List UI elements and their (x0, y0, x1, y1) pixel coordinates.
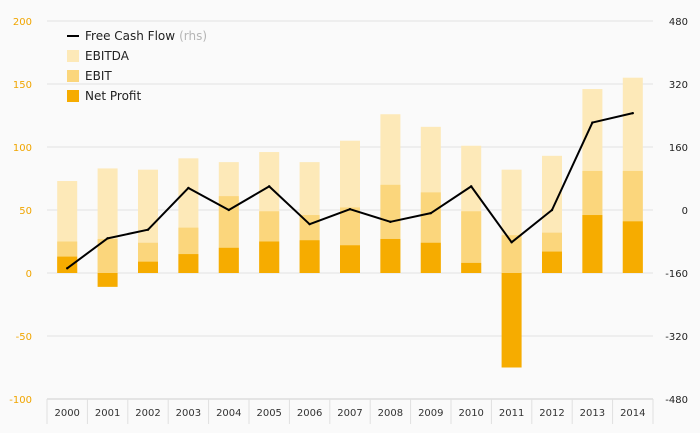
bar-ebit-2010 (461, 211, 482, 273)
legend-swatch-ebitda (67, 50, 79, 62)
y-left-tick-label: 200 (13, 17, 32, 28)
free-cash-flow-point-2012 (550, 208, 554, 212)
free-cash-flow-point-2014 (631, 111, 634, 115)
y-left-tick-label: -100 (9, 395, 32, 406)
y-left-tick-label: 100 (13, 143, 32, 154)
x-tick-label-2010: 2010 (458, 408, 483, 419)
free-cash-flow-point-2001 (106, 237, 109, 240)
free-cash-flow-point-2007 (348, 208, 352, 211)
legend-swatch-ebit (67, 70, 79, 82)
y-right-tick-label: -160 (665, 269, 688, 280)
bar-ebit-2011 (501, 235, 522, 273)
bar-net-profit-2006 (299, 240, 320, 273)
free-cash-flow-point-2011 (510, 241, 513, 244)
bar-ebit-2001 (97, 238, 118, 273)
x-tick-label-2001: 2001 (95, 408, 120, 419)
legend-swatch-net-profit (67, 90, 79, 102)
y-left-tick-label: 50 (19, 206, 32, 217)
bar-net-profit-2013 (582, 215, 603, 273)
bar-net-profit-2003 (178, 254, 199, 273)
legend-name: EBITDA (85, 49, 130, 63)
bar-net-profit-2004 (218, 247, 239, 273)
bars (57, 77, 643, 368)
free-cash-flow-point-2010 (470, 185, 473, 188)
y-right-tick-label: 480 (669, 17, 688, 28)
free-cash-flow-point-2005 (268, 185, 271, 188)
free-cash-flow-point-2006 (308, 222, 311, 226)
y-right-tick-label: 0 (682, 206, 688, 217)
y-right-tick-label: -480 (665, 395, 688, 406)
free-cash-flow-point-2003 (187, 186, 190, 190)
legend-label-free-cash-flow: Free Cash Flow (rhs) (85, 29, 207, 43)
x-tick-label-2003: 2003 (176, 408, 201, 419)
x-tick-label-2006: 2006 (297, 408, 322, 419)
y-left-tick-label: -50 (16, 332, 32, 343)
y-left-tick-label: 150 (13, 80, 32, 91)
bar-net-profit-2012 (542, 251, 562, 273)
free-cash-flow-point-2002 (146, 228, 150, 231)
x-tick-label-2002: 2002 (135, 408, 160, 419)
bar-net-profit-2008 (380, 238, 401, 273)
legend-label-ebit: EBIT (85, 69, 112, 83)
legend-label-ebitda: EBITDA (85, 49, 130, 63)
free-cash-flow-point-2000 (66, 267, 69, 270)
x-tick-label-2008: 2008 (378, 408, 403, 419)
bar-net-profit-2000 (57, 256, 78, 273)
legend-rhs-note: (rhs) (179, 29, 207, 43)
y-right-tick-label: 320 (669, 80, 688, 91)
y-left-tick-label: 0 (26, 269, 32, 280)
bar-net-profit-2005 (259, 241, 280, 273)
x-tick-label-2005: 2005 (256, 408, 281, 419)
free-cash-flow-point-2009 (429, 211, 432, 215)
bar-net-profit-2007 (340, 245, 360, 273)
x-tick-label-2007: 2007 (337, 408, 362, 419)
x-tick-label-2004: 2004 (216, 408, 241, 419)
legend-name: Net Profit (85, 89, 141, 103)
free-cash-flow-point-2008 (389, 220, 392, 224)
free-cash-flow-point-2004 (227, 208, 230, 212)
free-cash-flow-line-group (66, 111, 634, 270)
x-tick-label-2012: 2012 (539, 408, 564, 419)
x-tick-label-2000: 2000 (54, 408, 79, 419)
bar-net-profit-2001 (97, 273, 118, 287)
bar-net-profit-2011 (501, 273, 522, 368)
x-tick-label-2013: 2013 (580, 408, 605, 419)
bar-net-profit-2009 (420, 242, 441, 273)
y-right-tick-label: -320 (665, 332, 688, 343)
free-cash-flow-point-2013 (591, 121, 594, 124)
bar-net-profit-2010 (461, 262, 482, 273)
bar-net-profit-2002 (138, 261, 158, 273)
x-tick-label-2011: 2011 (499, 408, 524, 419)
x-tick-label-2009: 2009 (418, 408, 443, 419)
y-right-tick-label: 160 (669, 143, 688, 154)
bar-net-profit-2014 (622, 221, 643, 273)
legend-name: EBIT (85, 69, 112, 83)
x-tick-label-2014: 2014 (620, 408, 645, 419)
axes: -100 -50 0 50 100 150 200 -480 -320 -160 0 160 320 48… (9, 17, 688, 424)
legend-label-net-profit: Net Profit (85, 89, 141, 103)
legend: Free Cash Flow (rhs) EBITDA EBIT Net Profit (67, 29, 207, 103)
legend-name: Free Cash Flow (85, 29, 175, 43)
